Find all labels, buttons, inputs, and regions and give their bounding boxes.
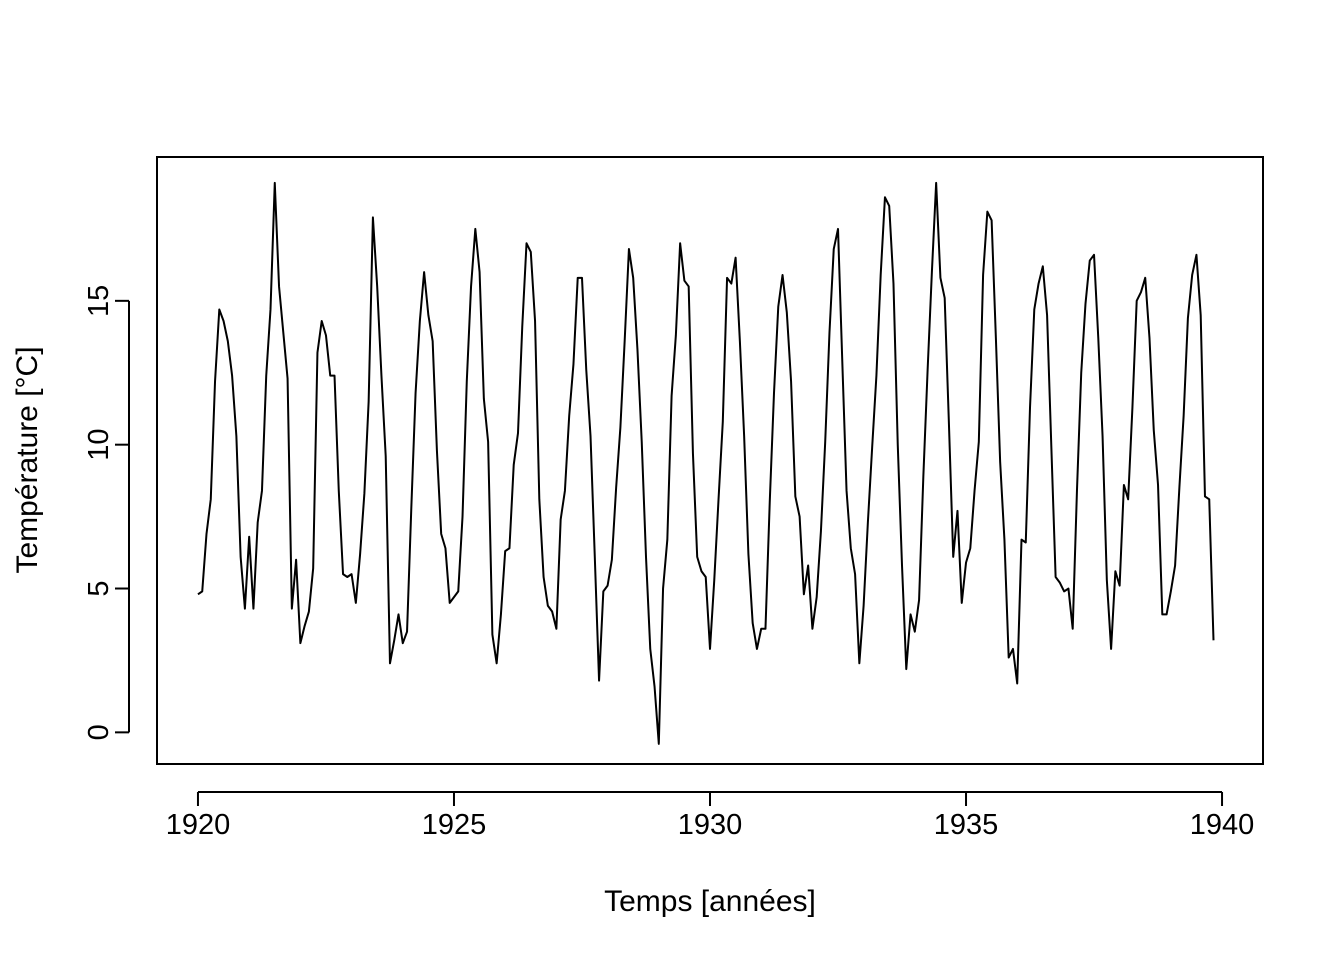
x-tick-label: 1920 [166,809,231,841]
x-tick-label: 1930 [678,809,743,841]
x-axis: 1920 1925 1930 1935 1940 [166,791,1255,841]
y-tick-label: 5 [83,580,115,596]
y-tick-label: 0 [83,724,115,740]
y-tick-label: 15 [83,285,115,317]
y-axis-label: Température [°C] [11,346,44,573]
x-tick-label: 1925 [422,809,487,841]
x-axis-label: Temps [années] [604,885,816,918]
x-tick-label: 1935 [934,809,999,841]
plot-box [156,156,1264,765]
x-tick-label: 1940 [1190,809,1255,841]
y-axis: 0 5 10 15 [83,285,130,740]
y-tick-label: 10 [83,429,115,461]
series-line-0 [197,181,1215,745]
